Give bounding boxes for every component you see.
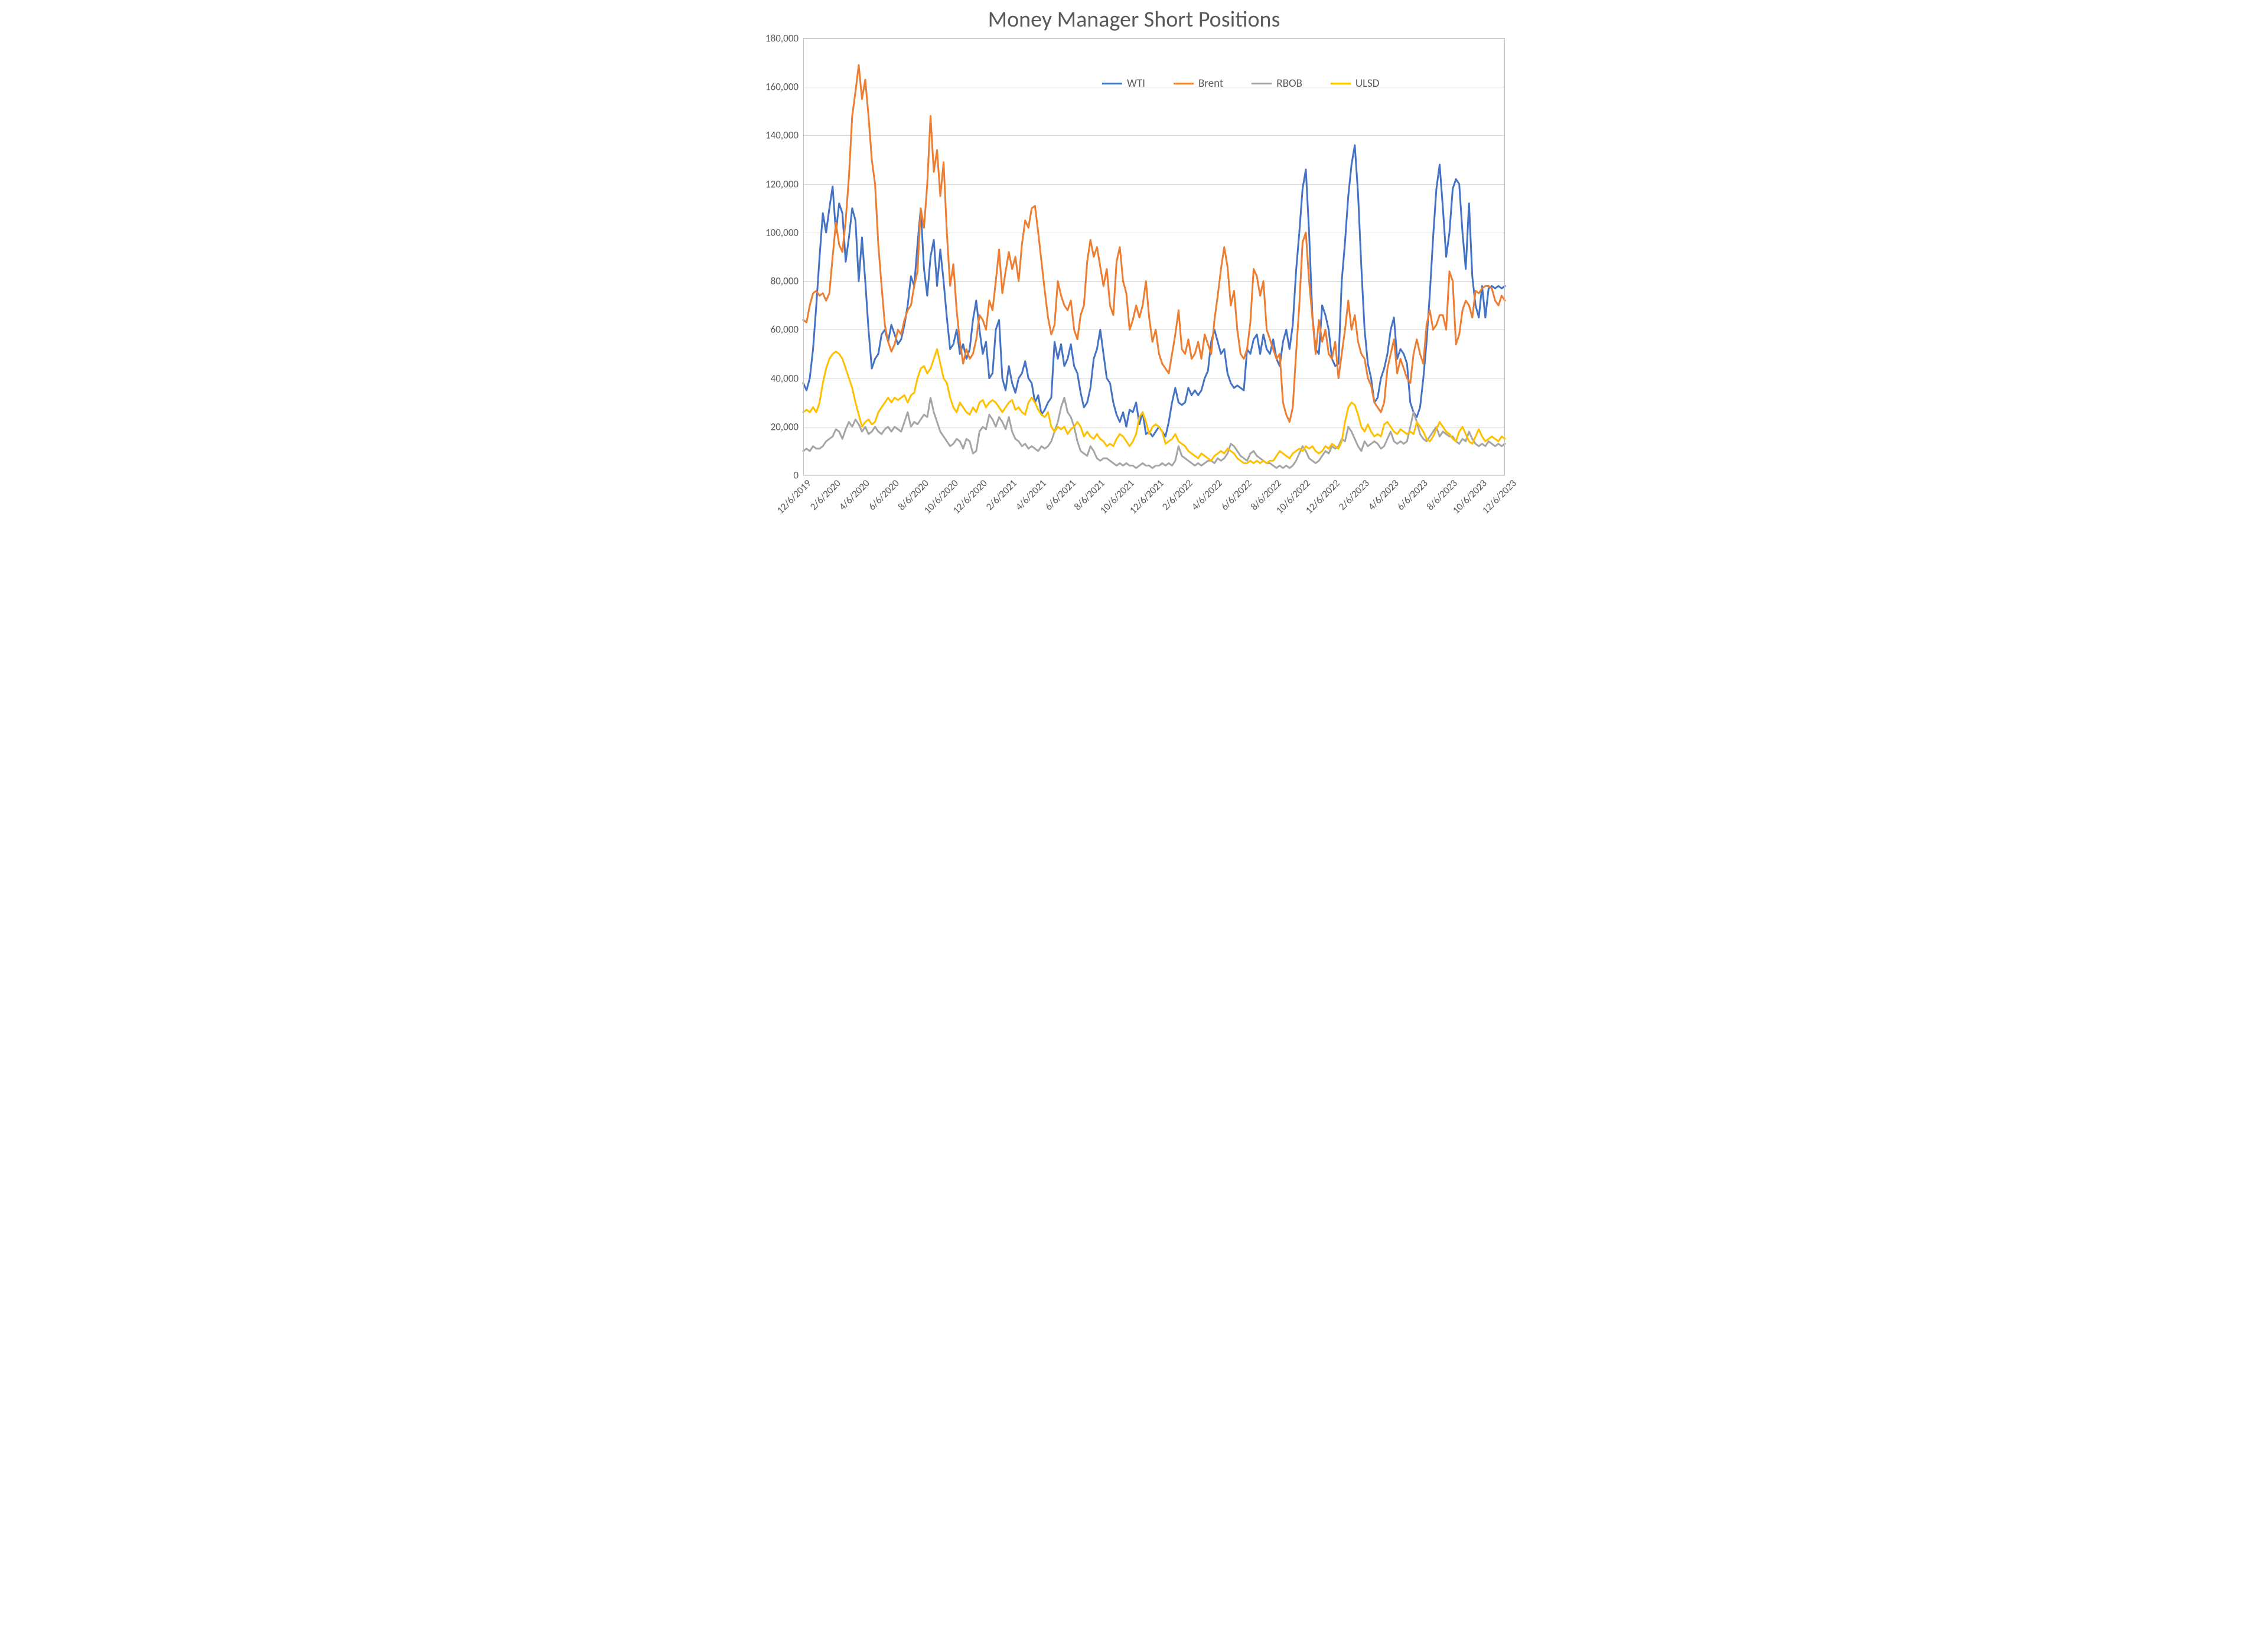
- legend-swatch: [1252, 83, 1272, 84]
- y-tick-label: 120,000: [765, 178, 803, 190]
- legend-swatch: [1102, 83, 1122, 84]
- series-line-wti: [803, 145, 1505, 436]
- series-svg: [803, 38, 1505, 475]
- x-tick-label: 4/6/2021: [1011, 475, 1049, 513]
- x-tick-label: 4/6/2022: [1187, 475, 1225, 513]
- legend-swatch: [1331, 83, 1351, 84]
- legend-item-ulsd: ULSD: [1331, 77, 1380, 90]
- y-tick-label: 20,000: [771, 420, 803, 433]
- legend-label: Brent: [1198, 77, 1223, 90]
- legend: WTI Brent RBOB ULSD: [1102, 77, 1379, 90]
- legend-item-wti: WTI: [1102, 77, 1145, 90]
- x-tick-label: 4/6/2023: [1364, 475, 1402, 513]
- x-tick-label: 4/6/2020: [835, 475, 873, 513]
- legend-swatch: [1174, 83, 1194, 84]
- chart-container: Money Manager Short Positions 020,00040,…: [756, 0, 1512, 548]
- x-tick-label: 2/6/2020: [806, 475, 843, 513]
- y-tick-label: 160,000: [765, 81, 803, 93]
- gridline: [803, 475, 1505, 476]
- x-tick-label: 2/6/2023: [1334, 475, 1372, 513]
- legend-item-rbob: RBOB: [1252, 77, 1302, 90]
- y-tick-label: 80,000: [771, 275, 803, 288]
- x-tick-label: 2/6/2022: [1158, 475, 1196, 513]
- x-tick-label: 6/6/2022: [1217, 475, 1254, 513]
- x-tick-label: 2/6/2021: [982, 475, 1019, 513]
- legend-item-brent: Brent: [1174, 77, 1223, 90]
- y-tick-label: 180,000: [765, 32, 803, 45]
- y-tick-label: 40,000: [771, 372, 803, 384]
- y-tick-label: 60,000: [771, 324, 803, 336]
- plot-area: 020,00040,00060,00080,000100,000120,0001…: [803, 38, 1505, 475]
- series-line-brent: [803, 65, 1505, 422]
- y-tick-label: 100,000: [765, 226, 803, 239]
- legend-label: ULSD: [1355, 77, 1380, 90]
- legend-label: RBOB: [1276, 77, 1302, 90]
- chart-title: Money Manager Short Positions: [756, 6, 1512, 33]
- y-tick-label: 140,000: [765, 129, 803, 142]
- x-tick-label: 6/6/2020: [864, 475, 902, 513]
- x-tick-label: 6/6/2023: [1393, 475, 1430, 513]
- legend-label: WTI: [1127, 77, 1145, 90]
- x-tick-label: 6/6/2021: [1041, 475, 1078, 513]
